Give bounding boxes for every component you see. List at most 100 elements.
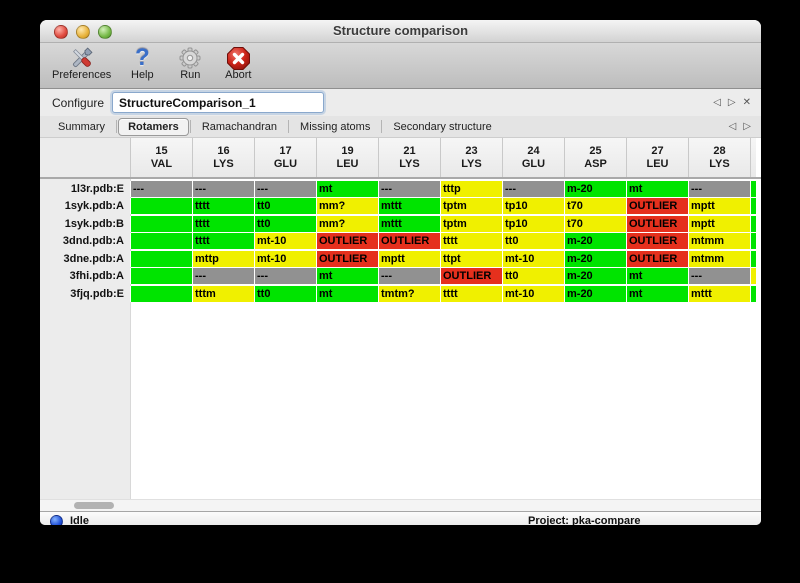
rotamer-cell[interactable]: --- — [378, 180, 440, 197]
rotamer-cell[interactable]: OUTLIER — [626, 198, 688, 214]
rotamer-cell[interactable]: t — [130, 198, 192, 214]
rotamer-cell[interactable]: --- — [254, 268, 316, 284]
rotamer-cell[interactable]: mm? — [316, 215, 378, 232]
rotamer-cell[interactable]: mt — [626, 268, 688, 284]
rotamer-cell[interactable]: m-20 — [564, 250, 626, 267]
tab-rotamers[interactable]: Rotamers — [118, 117, 189, 136]
rotamer-cell[interactable]: mt — [316, 268, 378, 284]
column-header-24[interactable]: 24 GLU — [502, 138, 564, 177]
tab-summary[interactable]: Summary — [58, 120, 106, 133]
rotamer-cell[interactable]: m-20 — [564, 285, 626, 302]
column-header-15[interactable]: 15 VAL — [130, 138, 192, 177]
rotamer-cell[interactable]: tt0 — [502, 233, 564, 249]
rotamer-cell[interactable]: t — [130, 285, 192, 302]
rotamer-cell[interactable]: --- — [130, 180, 192, 197]
rotamer-cell[interactable]: OUTLIER — [316, 233, 378, 249]
rotamer-cell[interactable]: --- — [688, 180, 750, 197]
tab-missing-atoms[interactable]: Missing atoms — [300, 120, 371, 133]
configure-prev-icon[interactable]: ◁ — [713, 96, 721, 108]
rotamer-cell[interactable]: mt — [626, 180, 688, 197]
rotamer-cell[interactable]: mt-10 — [502, 285, 564, 302]
rotamer-cell[interactable]: tptm — [440, 198, 502, 214]
titlebar[interactable]: Structure comparison — [40, 20, 761, 43]
rotamer-cell[interactable]: tp10 — [502, 215, 564, 232]
preferences-button[interactable]: Preferences — [52, 45, 111, 81]
column-header-19[interactable]: 19 LEU — [316, 138, 378, 177]
tabs-prev-icon[interactable]: ◁ — [728, 120, 737, 132]
rotamer-cell[interactable]: mm? — [316, 198, 378, 214]
rotamer-cell[interactable]: tt0 — [254, 215, 316, 232]
rotamer-cell[interactable]: t70 — [564, 215, 626, 232]
rotamer-cell[interactable]: tmtm? — [378, 285, 440, 302]
rotamer-cell[interactable]: tttt — [440, 285, 502, 302]
rotamer-cell[interactable]: --- — [378, 268, 440, 284]
rotamer-cell[interactable]: tttt — [192, 233, 254, 249]
rotamer-cell[interactable]: tt0 — [254, 198, 316, 214]
column-header-23[interactable]: 23 LYS — [440, 138, 502, 177]
rotamer-cell[interactable]: t70 — [564, 198, 626, 214]
tab-ramachandran[interactable]: Ramachandran — [201, 120, 278, 133]
tab-secondary-structure[interactable]: Secondary structure — [393, 120, 492, 133]
rotamer-cell[interactable]: --- — [502, 180, 564, 197]
rotamer-cell[interactable]: t — [130, 250, 192, 267]
configure-close-icon[interactable]: ✕ — [742, 96, 751, 108]
rotamer-cell[interactable]: --- — [688, 268, 750, 284]
rotamer-cell[interactable]: mt-10 — [254, 250, 316, 267]
rotamer-cell[interactable]: OUTLIER — [440, 268, 502, 284]
minimize-window-button[interactable] — [76, 25, 90, 39]
rotamer-cell[interactable]: mt-10 — [502, 250, 564, 267]
column-header-28[interactable]: 28 LYS — [688, 138, 750, 177]
rotamer-cell[interactable]: OUTLIER — [316, 250, 378, 267]
rotamer-cell[interactable]: t — [130, 268, 192, 284]
rotamer-cell[interactable]: OUTLIER — [378, 233, 440, 249]
rotamer-cell[interactable]: mtmm — [688, 233, 750, 249]
rotamer-cell[interactable]: mttp — [192, 250, 254, 267]
column-header-17[interactable]: 17 GLU — [254, 138, 316, 177]
run-button[interactable]: Run — [173, 45, 207, 81]
rotamer-cell[interactable]: mt — [316, 285, 378, 302]
abort-button[interactable]: Abort — [221, 45, 255, 81]
column-header-27[interactable]: 27 LEU — [626, 138, 688, 177]
rotamer-cell[interactable]: mt-10 — [254, 233, 316, 249]
rotamer-cell[interactable]: tttt — [440, 233, 502, 249]
rotamer-cell[interactable]: mt — [626, 285, 688, 302]
rotamer-cell[interactable]: tttm — [192, 285, 254, 302]
rotamer-cell[interactable]: m-20 — [564, 268, 626, 284]
rotamer-cell[interactable]: tttt — [192, 215, 254, 232]
rotamer-cell[interactable]: tttt — [192, 198, 254, 214]
rotamer-cell[interactable]: tttp — [440, 180, 502, 197]
tabs-next-icon[interactable]: ▷ — [743, 120, 751, 132]
rotamer-cell[interactable]: --- — [192, 180, 254, 197]
rotamer-cell[interactable]: OUTLIER — [626, 215, 688, 232]
rotamer-cell[interactable]: --- — [254, 180, 316, 197]
rotamer-cell[interactable]: tp10 — [502, 198, 564, 214]
zoom-window-button[interactable] — [98, 25, 112, 39]
rotamer-cell[interactable]: mptt — [688, 215, 750, 232]
horizontal-scrollbar[interactable] — [40, 499, 761, 511]
rotamer-cell[interactable]: ttpt — [440, 250, 502, 267]
column-header-16[interactable]: 16 LYS — [192, 138, 254, 177]
rotamer-cell[interactable]: mttt — [378, 215, 440, 232]
rotamer-cell[interactable]: tt0 — [502, 268, 564, 284]
rotamer-cell[interactable]: mtmm — [688, 250, 750, 267]
configure-name-input[interactable] — [112, 92, 325, 113]
help-button[interactable]: ? Help — [125, 45, 159, 82]
rotamer-cell[interactable]: --- — [192, 268, 254, 284]
rotamer-cell[interactable]: t — [130, 215, 192, 232]
horizontal-scrollbar-thumb[interactable] — [74, 502, 114, 509]
rotamer-cell[interactable]: tptm — [440, 215, 502, 232]
column-header-25[interactable]: 25 ASP — [564, 138, 626, 177]
rotamer-cell[interactable]: mttt — [688, 285, 750, 302]
rotamer-cell[interactable]: m-20 — [564, 233, 626, 249]
rotamer-cell[interactable]: mptt — [688, 198, 750, 214]
configure-next-icon[interactable]: ▷ — [727, 96, 736, 108]
rotamer-cell[interactable]: OUTLIER — [626, 250, 688, 267]
rotamer-cell[interactable]: mt — [316, 180, 378, 197]
close-window-button[interactable] — [54, 25, 68, 39]
column-header-21[interactable]: 21 LYS — [378, 138, 440, 177]
rotamer-cell[interactable]: m-20 — [564, 180, 626, 197]
rotamer-cell[interactable]: OUTLIER — [626, 233, 688, 249]
rotamer-cell[interactable]: mptt — [378, 250, 440, 267]
rotamer-cell[interactable]: t — [130, 233, 192, 249]
rotamer-cell[interactable]: mttt — [378, 198, 440, 214]
